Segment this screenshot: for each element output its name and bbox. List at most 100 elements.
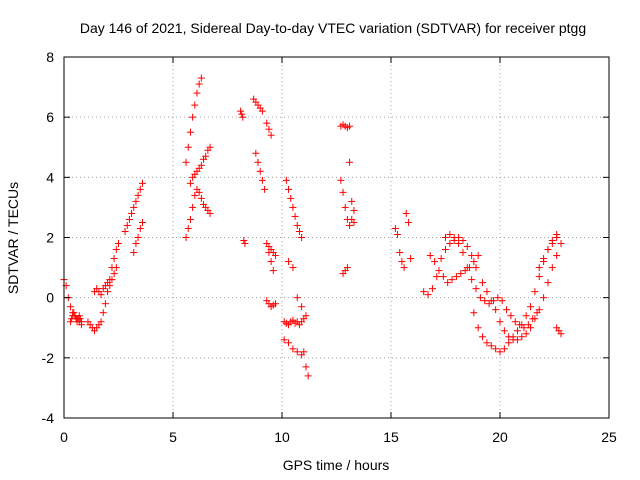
data-point (285, 185, 293, 193)
data-point (505, 339, 513, 347)
data-point (513, 336, 521, 344)
data-point (503, 306, 511, 314)
data-point (507, 312, 515, 320)
data-point (191, 191, 199, 199)
axis-ticks: 0 5 10 15 20 25 -4 -2 0 2 4 6 8 (42, 49, 617, 445)
data-point (110, 255, 118, 263)
data-point (67, 303, 75, 311)
data-point (184, 143, 192, 151)
data-point (496, 318, 504, 326)
data-point (202, 152, 210, 160)
data-point (298, 303, 306, 311)
data-point (540, 294, 548, 302)
data-point (468, 276, 476, 284)
data-point (448, 276, 456, 284)
data-point (535, 273, 543, 281)
data-point (108, 276, 116, 284)
data-point (289, 203, 297, 211)
data-point (197, 161, 205, 169)
data-point (280, 336, 288, 344)
data-point (457, 270, 465, 278)
data-point (110, 270, 118, 278)
data-point (258, 107, 266, 115)
data-point (293, 221, 301, 229)
data-point (182, 158, 190, 166)
data-point (350, 206, 358, 214)
y-tick-label: 6 (46, 109, 54, 125)
data-point (197, 74, 205, 82)
data-point (289, 264, 297, 272)
data-point (442, 246, 449, 254)
data-point (287, 194, 295, 202)
y-axis-label: SDTVAR / TECUs (5, 182, 21, 294)
data-point (459, 237, 467, 245)
data-point (269, 267, 277, 275)
data-point (128, 209, 136, 217)
data-point (112, 246, 120, 254)
data-point (106, 282, 114, 290)
x-tick-label: 5 (169, 429, 177, 445)
data-point (101, 300, 109, 308)
data-point (97, 318, 105, 326)
data-point (267, 131, 275, 139)
data-point (394, 230, 402, 238)
data-point (237, 107, 245, 115)
data-point (339, 188, 347, 196)
data-point (435, 267, 443, 275)
data-point (527, 303, 535, 311)
data-point (557, 330, 565, 338)
data-point (518, 321, 526, 329)
data-point (123, 221, 131, 229)
data-point (67, 318, 75, 326)
data-point (337, 176, 345, 184)
data-point (182, 234, 190, 241)
data-point (553, 252, 561, 260)
data-point (428, 285, 436, 293)
x-tick-label: 15 (383, 429, 399, 445)
data-point (256, 167, 264, 175)
data-point (431, 258, 439, 266)
data-point (535, 306, 543, 314)
data-point (136, 185, 144, 193)
data-point (474, 252, 482, 260)
data-point (455, 240, 463, 248)
data-point (263, 119, 271, 127)
data-point (193, 89, 201, 97)
data-point (439, 273, 447, 281)
data-point (444, 279, 452, 287)
data-point (492, 345, 500, 353)
data-point (535, 264, 543, 272)
data-point (300, 315, 308, 323)
data-point (518, 333, 526, 341)
data-point (134, 234, 142, 241)
data-point (304, 372, 312, 380)
data-point (459, 249, 467, 257)
data-point (446, 230, 454, 238)
data-point (189, 203, 197, 211)
y-tick-label: 4 (46, 169, 54, 185)
data-point (496, 348, 504, 356)
data-point (404, 218, 412, 226)
data-point (138, 179, 146, 187)
data-point (402, 209, 410, 217)
data-point (479, 333, 487, 341)
data-point (433, 273, 441, 281)
data-point (463, 264, 471, 272)
data-point (191, 101, 199, 109)
data-point (76, 315, 84, 323)
data-point (341, 203, 349, 211)
data-point (115, 240, 122, 248)
data-point (125, 215, 133, 223)
x-tick-label: 0 (60, 429, 68, 445)
data-point (138, 218, 146, 226)
data-point (186, 179, 194, 187)
data-point (130, 203, 138, 211)
data-point (527, 324, 535, 332)
data-point (470, 309, 478, 317)
data-point (189, 113, 197, 121)
data-point (452, 273, 460, 281)
data-point (184, 224, 192, 232)
data-point (271, 252, 279, 260)
data-point (258, 176, 266, 184)
data-point (285, 339, 293, 347)
